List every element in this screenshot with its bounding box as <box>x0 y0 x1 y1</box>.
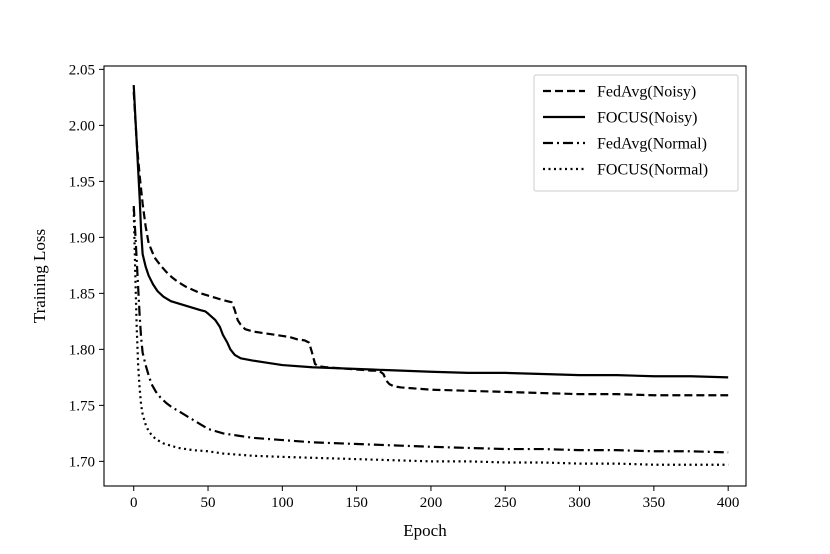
y-tick-label: 1.85 <box>69 286 95 302</box>
y-tick-label: 1.70 <box>69 454 95 470</box>
y-tick-label: 2.00 <box>69 118 95 134</box>
series-line-fedavg-noisy <box>132 91 729 397</box>
y-tick-label: 1.90 <box>69 230 95 246</box>
x-tick-label: 300 <box>568 495 591 511</box>
y-tick-label: 2.05 <box>69 62 95 78</box>
legend: FedAvg(Noisy) FOCUS(Noisy) FedAvg(Normal) F… <box>533 74 739 192</box>
series-line-focus-noisy <box>132 84 729 379</box>
legend-label: FOCUS(Normal) <box>597 162 708 179</box>
x-tick-label: 0 <box>130 495 138 511</box>
y-axis-title: Training Loss <box>30 229 49 323</box>
y-tick-label: 1.95 <box>69 174 95 190</box>
x-axis-ticks: 0 50 100 150 200 250 300 350 400 <box>130 486 739 511</box>
x-tick-label: 100 <box>271 495 294 511</box>
x-tick-label: 350 <box>643 495 666 511</box>
plot-frame <box>103 65 747 487</box>
legend-box <box>533 74 739 192</box>
series-line-fedavg-normal <box>132 205 729 454</box>
legend-label: FedAvg(Noisy) <box>597 84 696 101</box>
legend-label: FOCUS(Noisy) <box>597 110 697 127</box>
x-tick-label: 200 <box>420 495 443 511</box>
legend-label: FedAvg(Normal) <box>597 136 707 153</box>
y-axis-ticks: 1.70 1.75 1.80 1.85 1.90 1.95 2.00 2.05 <box>69 62 104 470</box>
series-layer <box>132 84 729 466</box>
x-tick-label: 50 <box>201 495 216 511</box>
x-axis-title: Epoch <box>403 521 447 540</box>
x-tick-label: 400 <box>717 495 740 511</box>
series-line-focus-normal <box>132 209 729 466</box>
y-tick-label: 1.75 <box>69 398 95 414</box>
x-tick-label: 250 <box>494 495 517 511</box>
x-tick-label: 150 <box>345 495 368 511</box>
y-tick-label: 1.80 <box>69 342 95 358</box>
